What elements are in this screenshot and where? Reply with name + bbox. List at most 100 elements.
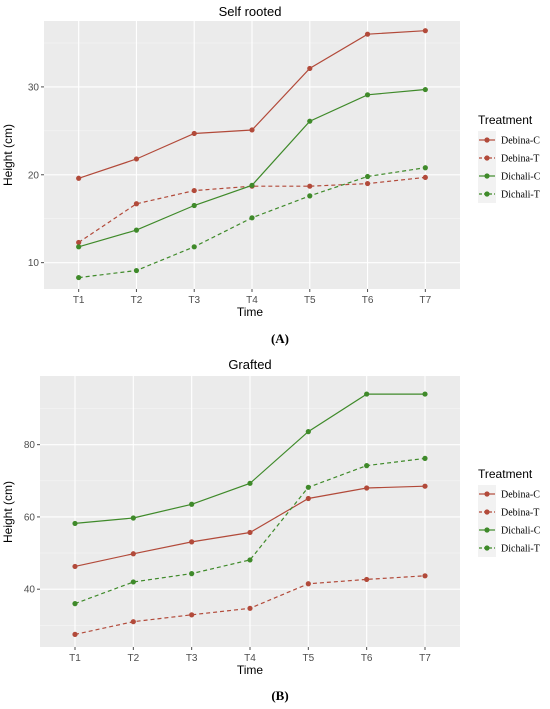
series-layer bbox=[72, 391, 428, 637]
x-tick-label: T7 bbox=[419, 295, 431, 306]
data-point bbox=[364, 31, 371, 37]
data-point bbox=[72, 631, 78, 637]
data-point bbox=[189, 501, 195, 507]
x-tick-label: T3 bbox=[186, 653, 198, 664]
legend-label: Dichali-T bbox=[501, 190, 540, 201]
y-tick-label: 30 bbox=[28, 82, 40, 93]
data-point bbox=[189, 539, 195, 545]
data-point bbox=[305, 429, 311, 435]
data-point bbox=[422, 455, 428, 461]
x-tick-label: T3 bbox=[188, 295, 200, 306]
legend-key-point bbox=[484, 137, 490, 143]
data-point bbox=[422, 573, 428, 579]
legend-key-point bbox=[484, 509, 490, 515]
data-point bbox=[191, 130, 197, 137]
x-tick-label: T1 bbox=[69, 653, 81, 664]
series-layer bbox=[76, 28, 428, 281]
data-point bbox=[305, 495, 311, 502]
data-point bbox=[364, 485, 370, 491]
legend-key-point bbox=[484, 527, 490, 533]
legend: Treatment Debina-C Debina-T Dichali-C Dicha… bbox=[478, 467, 541, 557]
legend: Treatment Debina-C Debina-T Dichali-C Dicha… bbox=[478, 113, 541, 203]
legend-key-point bbox=[484, 545, 490, 551]
legend-label: Dichali-C bbox=[501, 172, 541, 183]
x-axis-ticks: T1 T2 T3 T4 T5 T6 T7 bbox=[73, 289, 432, 306]
data-point bbox=[422, 86, 428, 93]
data-point bbox=[130, 579, 136, 585]
x-tick-label: T2 bbox=[127, 653, 139, 664]
chart-title: Self rooted bbox=[219, 4, 282, 19]
y-axis-ticks: 10 20 30 bbox=[28, 82, 44, 269]
data-point bbox=[364, 463, 370, 469]
y-tick-label: 40 bbox=[24, 585, 36, 596]
x-tick-label: T6 bbox=[362, 295, 374, 306]
y-tick-label: 20 bbox=[28, 170, 40, 181]
data-point bbox=[191, 202, 197, 209]
y-axis-ticks: 40 60 80 bbox=[24, 440, 40, 596]
data-point bbox=[76, 239, 82, 246]
legend-label: Debina-T bbox=[501, 508, 539, 519]
data-point bbox=[72, 563, 78, 570]
legend-key-point bbox=[484, 173, 490, 179]
data-point bbox=[364, 576, 370, 583]
x-tick-label: T5 bbox=[304, 295, 316, 306]
panel-label: (A) bbox=[271, 331, 289, 346]
panel-grafted: Grafted 40 60 80 T1 T2 T3 T4 T5 T6 T7 Time Heigh… bbox=[1, 357, 541, 703]
data-point bbox=[364, 173, 371, 180]
data-point bbox=[307, 118, 313, 124]
x-axis-title: Time bbox=[237, 663, 264, 677]
data-point bbox=[307, 193, 313, 199]
legend-label: Dichali-T bbox=[501, 544, 540, 555]
data-point bbox=[72, 601, 78, 607]
legend-label: Dichali-C bbox=[501, 526, 541, 537]
data-point bbox=[133, 156, 140, 162]
data-point bbox=[247, 529, 253, 536]
x-tick-label: T5 bbox=[302, 653, 314, 664]
legend-label: Debina-T bbox=[501, 154, 539, 165]
y-axis-title: Height (cm) bbox=[1, 124, 15, 186]
legend-label: Debina-C bbox=[501, 136, 540, 147]
y-axis-title: Height (cm) bbox=[1, 481, 15, 543]
data-point bbox=[247, 557, 253, 563]
data-point bbox=[133, 201, 140, 207]
chart-title: Grafted bbox=[228, 357, 271, 372]
data-point bbox=[76, 175, 82, 181]
x-tick-label: T2 bbox=[131, 295, 143, 306]
data-point bbox=[247, 480, 253, 486]
data-point bbox=[422, 391, 428, 397]
data-point bbox=[249, 215, 255, 221]
data-point bbox=[307, 65, 313, 72]
data-point bbox=[305, 581, 311, 587]
data-point bbox=[305, 484, 311, 490]
data-point bbox=[76, 274, 82, 281]
y-tick-label: 10 bbox=[28, 258, 40, 269]
x-axis-ticks: T1 T2 T3 T4 T5 T6 T7 bbox=[69, 647, 431, 664]
data-point bbox=[130, 551, 136, 557]
data-point bbox=[133, 227, 140, 233]
data-point bbox=[76, 244, 82, 250]
data-point bbox=[249, 182, 255, 188]
legend-key-point bbox=[484, 191, 490, 197]
data-point bbox=[249, 127, 255, 133]
data-point bbox=[72, 520, 78, 527]
data-point bbox=[130, 619, 136, 625]
panel-self-rooted: Self rooted 10 20 30 T1 T2 T3 T4 T5 T6 T7 Time H… bbox=[1, 4, 541, 346]
data-point bbox=[130, 515, 136, 521]
x-tick-label: T4 bbox=[246, 295, 258, 306]
data-point bbox=[364, 92, 371, 98]
x-axis-title: Time bbox=[237, 305, 264, 319]
data-point bbox=[307, 183, 313, 189]
y-tick-label: 60 bbox=[24, 512, 36, 523]
data-point bbox=[133, 267, 140, 274]
legend-title: Treatment bbox=[478, 467, 533, 481]
x-tick-label: T4 bbox=[244, 653, 256, 664]
data-point bbox=[422, 28, 428, 34]
x-tick-label: T7 bbox=[419, 653, 431, 664]
data-point bbox=[422, 174, 428, 181]
data-point bbox=[364, 391, 370, 397]
y-tick-label: 80 bbox=[24, 440, 36, 451]
x-tick-label: T1 bbox=[73, 295, 85, 306]
x-tick-label: T6 bbox=[361, 653, 373, 664]
data-point bbox=[189, 612, 195, 618]
legend-key-point bbox=[484, 155, 490, 161]
